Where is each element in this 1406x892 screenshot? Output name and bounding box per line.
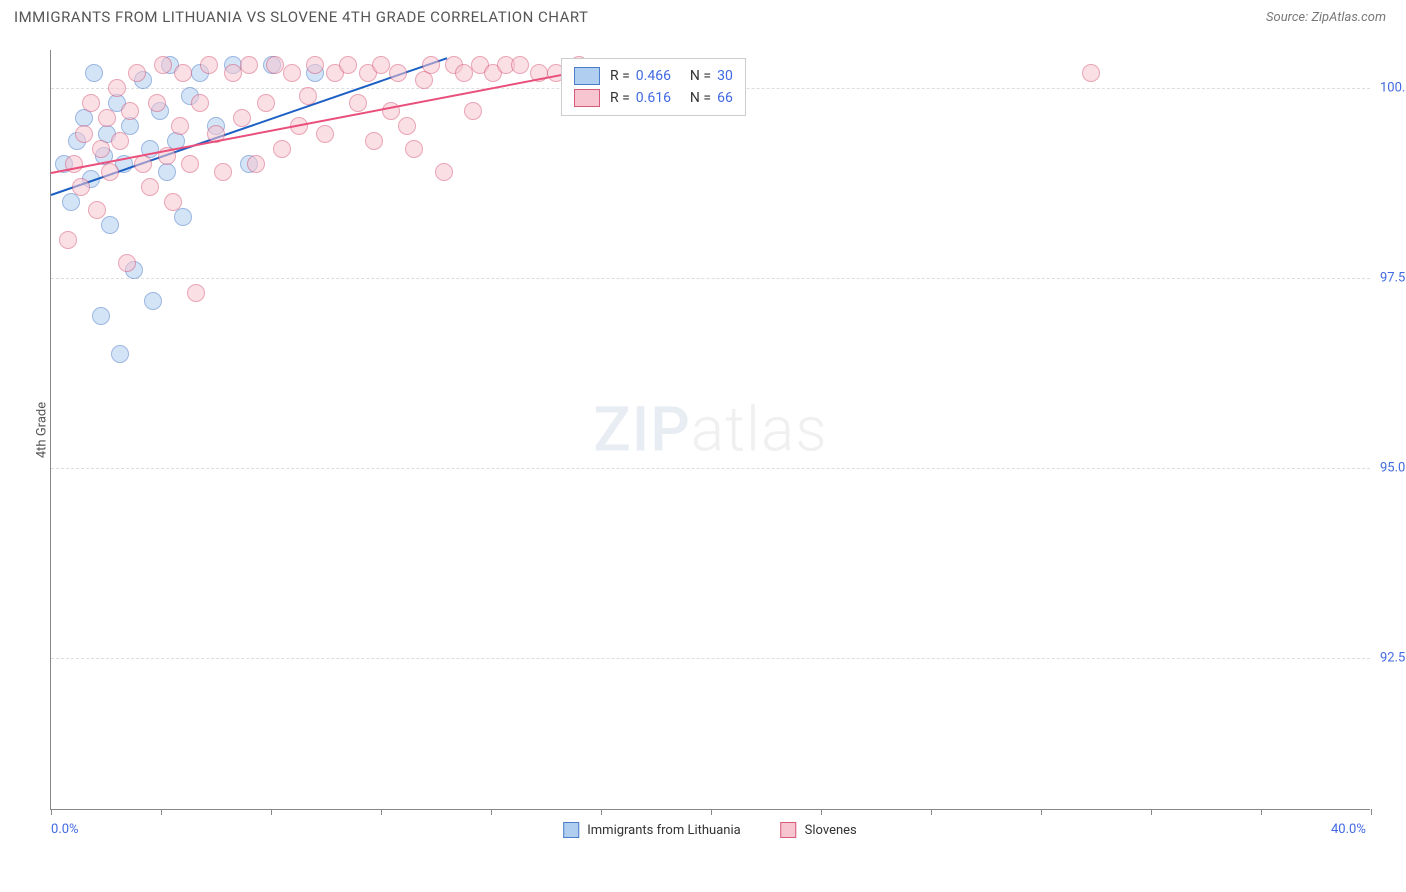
data-point xyxy=(111,132,129,150)
data-point xyxy=(247,155,265,173)
data-point xyxy=(85,64,103,82)
scatter-chart: ZIPatlas 92.5%95.0%97.5%100.0%0.0%40.0%R… xyxy=(50,50,1370,810)
data-point xyxy=(118,254,136,272)
legend-label: Immigrants from Lithuania xyxy=(587,823,740,838)
x-tick xyxy=(821,809,822,815)
data-point xyxy=(191,94,209,112)
data-point xyxy=(233,109,251,127)
data-point xyxy=(82,94,100,112)
data-point xyxy=(164,193,182,211)
data-point xyxy=(174,208,192,226)
legend-swatch xyxy=(574,89,600,107)
data-point xyxy=(299,87,317,105)
data-point xyxy=(72,178,90,196)
data-point xyxy=(224,64,242,82)
data-point xyxy=(101,216,119,234)
data-point xyxy=(398,117,416,135)
data-point xyxy=(75,125,93,143)
x-tick xyxy=(1261,809,1262,815)
data-point xyxy=(134,155,152,173)
gridline xyxy=(51,658,1370,659)
data-point xyxy=(121,102,139,120)
bottom-legend-item: Slovenes xyxy=(781,822,857,838)
x-tick xyxy=(381,809,382,815)
x-tick xyxy=(491,809,492,815)
data-point xyxy=(372,56,390,74)
x-tick xyxy=(711,809,712,815)
legend-text: R =0.616 N =66 xyxy=(610,90,733,106)
data-point xyxy=(511,56,529,74)
source-attribution: Source: ZipAtlas.com xyxy=(1266,10,1386,25)
data-point xyxy=(339,56,357,74)
data-point xyxy=(1082,64,1100,82)
stats-legend-row: R =0.466 N =30 xyxy=(574,65,733,87)
x-tick xyxy=(1371,809,1372,815)
x-axis-label: 0.0% xyxy=(51,822,79,837)
x-tick xyxy=(931,809,932,815)
legend-text: R =0.466 N =30 xyxy=(610,68,733,84)
data-point xyxy=(101,163,119,181)
data-point xyxy=(171,117,189,135)
data-point xyxy=(349,94,367,112)
y-tick-label: 97.5% xyxy=(1380,271,1406,286)
x-tick xyxy=(601,809,602,815)
stats-legend-row: R =0.616 N =66 xyxy=(574,87,733,109)
data-point xyxy=(257,94,275,112)
y-tick-label: 95.0% xyxy=(1380,461,1406,476)
data-point xyxy=(148,94,166,112)
data-point xyxy=(144,292,162,310)
data-point xyxy=(154,56,172,74)
data-point xyxy=(181,155,199,173)
data-point xyxy=(455,64,473,82)
legend-swatch xyxy=(563,822,579,838)
data-point xyxy=(365,132,383,150)
y-tick-label: 100.0% xyxy=(1380,81,1406,96)
data-point xyxy=(422,56,440,74)
data-point xyxy=(306,56,324,74)
data-point xyxy=(92,307,110,325)
chart-header: IMMIGRANTS FROM LITHUANIA VS SLOVENE 4TH… xyxy=(0,0,1406,34)
x-tick xyxy=(1041,809,1042,815)
data-point xyxy=(316,125,334,143)
x-tick xyxy=(1151,809,1152,815)
chart-title: IMMIGRANTS FROM LITHUANIA VS SLOVENE 4TH… xyxy=(14,8,589,26)
y-axis-title: 4th Grade xyxy=(35,402,50,458)
data-point xyxy=(98,109,116,127)
x-tick xyxy=(161,809,162,815)
data-point xyxy=(88,201,106,219)
stats-legend: R =0.466 N =30 R =0.616 N =66 xyxy=(561,58,746,116)
bottom-legend: Immigrants from Lithuania Slovenes xyxy=(563,822,857,838)
bottom-legend-item: Immigrants from Lithuania xyxy=(563,822,740,838)
data-point xyxy=(405,140,423,158)
data-point xyxy=(266,56,284,74)
plot-area: ZIPatlas 92.5%95.0%97.5%100.0%0.0%40.0%R… xyxy=(50,50,1370,810)
data-point xyxy=(92,140,110,158)
legend-swatch xyxy=(781,822,797,838)
data-point xyxy=(141,178,159,196)
data-point xyxy=(273,140,291,158)
legend-swatch xyxy=(574,67,600,85)
data-point xyxy=(111,345,129,363)
data-point xyxy=(240,56,258,74)
data-point xyxy=(59,231,77,249)
gridline xyxy=(51,278,1370,279)
y-tick-label: 92.5% xyxy=(1380,651,1406,666)
data-point xyxy=(128,64,146,82)
data-point xyxy=(62,193,80,211)
data-point xyxy=(174,64,192,82)
data-point xyxy=(187,284,205,302)
gridline xyxy=(51,468,1370,469)
legend-label: Slovenes xyxy=(805,823,857,838)
data-point xyxy=(283,64,301,82)
x-axis-label: 40.0% xyxy=(1331,822,1366,837)
data-point xyxy=(389,64,407,82)
watermark: ZIPatlas xyxy=(593,393,827,466)
x-tick xyxy=(51,809,52,815)
data-point xyxy=(214,163,232,181)
data-point xyxy=(200,56,218,74)
data-point xyxy=(435,163,453,181)
x-tick xyxy=(271,809,272,815)
data-point xyxy=(108,79,126,97)
data-point xyxy=(464,102,482,120)
